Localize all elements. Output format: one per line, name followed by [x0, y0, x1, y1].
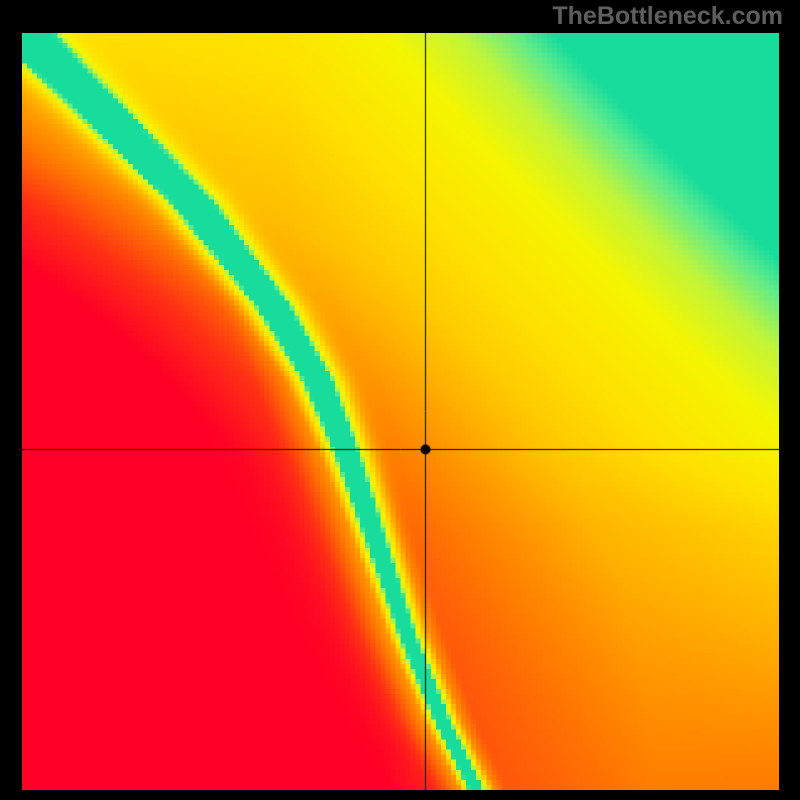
- watermark-text: TheBottleneck.com: [552, 2, 783, 31]
- chart-container: TheBottleneck.com: [0, 0, 800, 800]
- bottleneck-heatmap: [22, 33, 779, 790]
